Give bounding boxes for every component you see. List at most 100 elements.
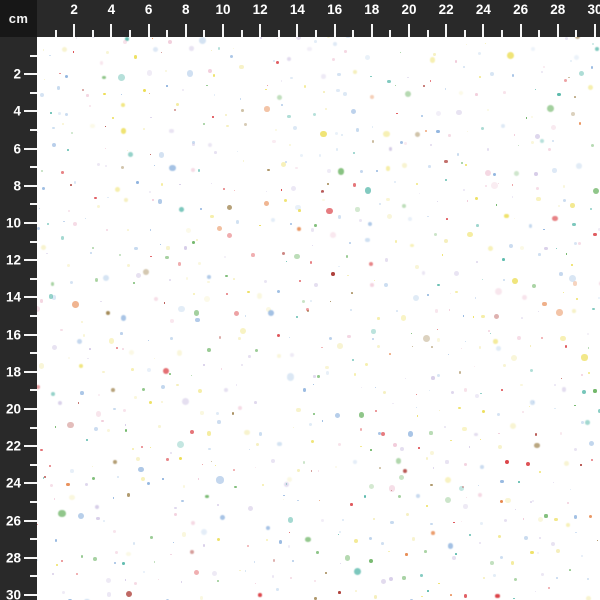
- ruler-tick-major: [334, 24, 336, 37]
- confetti-dot: [314, 40, 317, 43]
- vertical-ruler[interactable]: 24681012141618202224262830: [0, 0, 37, 600]
- confetti-dot: [106, 229, 108, 231]
- confetti-dot: [399, 475, 404, 480]
- confetti-dot: [176, 103, 180, 107]
- confetti-dot: [179, 184, 180, 185]
- confetti-dot: [428, 165, 431, 168]
- ruler-tick-major: [24, 185, 37, 187]
- confetti-dot: [346, 255, 349, 258]
- confetti-dot: [403, 469, 407, 473]
- confetti-dot: [105, 165, 107, 167]
- confetti-dot: [396, 310, 398, 312]
- confetti-dot: [558, 205, 560, 207]
- confetti-dot: [224, 388, 228, 392]
- ruler-tick-minor: [427, 30, 429, 37]
- confetti-dot: [490, 561, 494, 565]
- confetti-dot: [181, 581, 182, 582]
- ruler-label-h-10: 10: [215, 3, 230, 17]
- confetti-dot: [208, 448, 210, 450]
- confetti-dot: [309, 423, 312, 426]
- confetti-dot: [52, 345, 57, 350]
- confetti-dot: [581, 421, 584, 424]
- ruler-tick-minor: [241, 30, 243, 37]
- confetti-dot: [103, 275, 110, 282]
- confetti-dot: [72, 301, 79, 308]
- confetti-dot: [590, 208, 592, 210]
- ruler-label-h-30: 30: [587, 3, 600, 17]
- confetti-dot: [283, 499, 284, 500]
- confetti-dot: [198, 169, 200, 171]
- confetti-dot: [482, 279, 483, 280]
- ruler-tick-major: [296, 24, 298, 37]
- confetti-dot: [284, 199, 287, 202]
- confetti-dot: [323, 91, 325, 93]
- confetti-dot: [481, 315, 485, 319]
- confetti-dot: [85, 218, 86, 219]
- confetti-dot: [170, 337, 173, 340]
- confetti-dot: [196, 239, 198, 241]
- confetti-dot: [232, 412, 234, 414]
- confetti-dot: [174, 507, 177, 510]
- confetti-dot: [381, 579, 386, 584]
- confetti-dot: [304, 85, 307, 88]
- confetti-dot: [390, 521, 393, 524]
- confetti-dot: [541, 573, 544, 576]
- confetti-dot: [530, 345, 532, 347]
- confetti-dot: [77, 339, 82, 344]
- confetti-dot: [495, 288, 502, 295]
- confetti-dot: [289, 337, 290, 338]
- confetti-dot: [168, 40, 172, 44]
- confetti-dot: [223, 188, 225, 190]
- confetti-dot: [579, 122, 582, 125]
- confetti-dot: [580, 464, 581, 465]
- confetti-dot: [313, 384, 314, 385]
- confetti-dot: [58, 401, 62, 405]
- confetti-dot: [355, 207, 359, 211]
- confetti-dot: [444, 160, 448, 164]
- confetti-dot: [238, 406, 242, 410]
- confetti-dot: [369, 559, 373, 563]
- ruler-tick-major: [24, 594, 37, 596]
- confetti-dot: [335, 466, 338, 469]
- confetti-dot: [255, 467, 256, 468]
- confetti-dot: [264, 201, 269, 206]
- confetti-dot: [560, 432, 563, 435]
- confetti-dot: [591, 459, 593, 461]
- confetti-dot: [256, 443, 259, 446]
- confetti-dot: [214, 151, 217, 154]
- confetti-dot: [340, 563, 341, 564]
- confetti-dot: [169, 373, 171, 375]
- confetti-dot: [339, 531, 341, 533]
- confetti-dot: [593, 389, 596, 392]
- confetti-dot: [416, 183, 418, 185]
- confetti-dot: [293, 427, 295, 429]
- confetti-dot: [121, 315, 126, 320]
- confetti-dot: [589, 441, 595, 447]
- confetti-dot: [273, 60, 275, 62]
- confetti-dot: [78, 513, 84, 519]
- confetti-dot: [299, 280, 301, 282]
- confetti-dot: [217, 504, 219, 506]
- confetti-dot: [169, 279, 171, 281]
- confetti-dot: [439, 410, 440, 411]
- confetti-dot: [115, 187, 120, 192]
- confetti-dot: [381, 542, 384, 545]
- confetti-dot: [512, 278, 518, 284]
- horizontal-ruler[interactable]: 24681012141618202224262830: [0, 0, 600, 37]
- confetti-dot: [92, 466, 93, 467]
- confetti-dot: [345, 555, 351, 561]
- confetti-dot: [478, 485, 479, 486]
- confetti-dot: [421, 596, 422, 597]
- confetti-dot: [530, 551, 533, 554]
- confetti-dot: [370, 283, 374, 287]
- confetti-dot: [41, 170, 43, 172]
- confetti-dot: [100, 61, 104, 65]
- confetti-dot: [431, 531, 435, 535]
- confetti-dot: [62, 123, 64, 125]
- confetti-dot: [321, 74, 325, 78]
- confetti-dot: [254, 401, 257, 404]
- confetti-dot: [297, 500, 298, 501]
- confetti-dot: [389, 147, 393, 151]
- confetti-dot: [402, 204, 406, 208]
- confetti-dot: [469, 534, 471, 536]
